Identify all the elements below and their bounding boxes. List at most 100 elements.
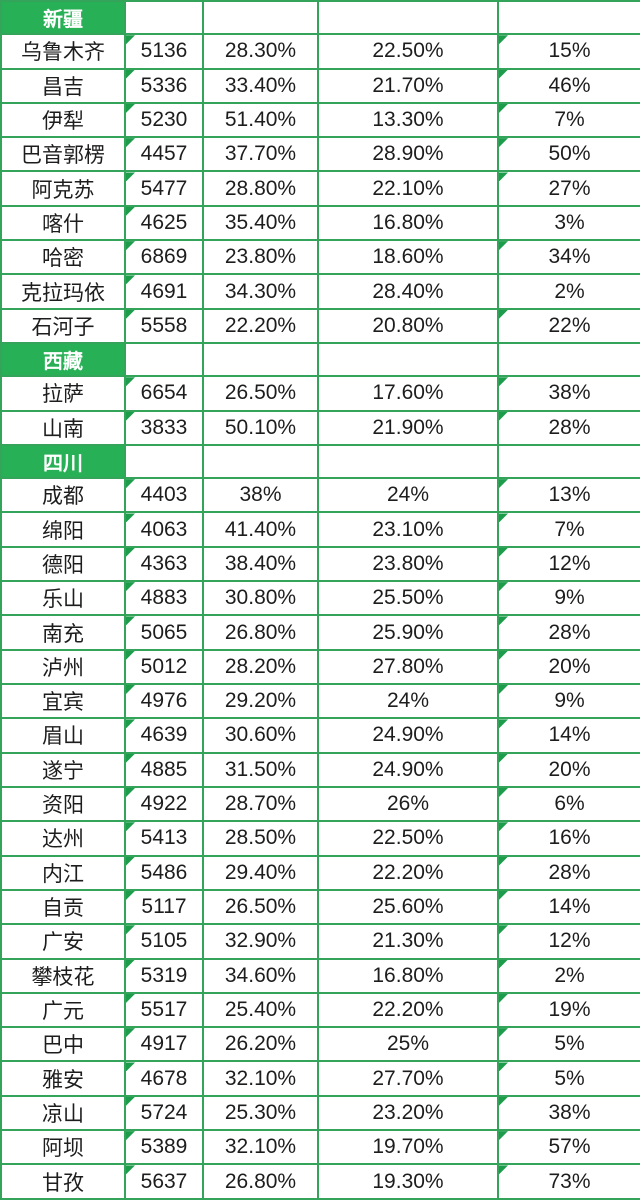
pct2-cell[interactable]: 17.60% bbox=[317, 375, 499, 412]
city-cell[interactable]: 石河子 bbox=[0, 307, 126, 345]
pct2-cell[interactable]: 22.50% bbox=[317, 33, 499, 70]
pct1-cell[interactable]: 26.50% bbox=[202, 375, 319, 412]
city-cell[interactable]: 阿坝 bbox=[0, 1129, 126, 1166]
pct2-cell[interactable]: 23.20% bbox=[317, 1094, 499, 1132]
pct3-cell[interactable]: 20% bbox=[497, 648, 640, 686]
pct2-cell[interactable]: 24.90% bbox=[317, 751, 499, 788]
value-cell[interactable]: 4639 bbox=[124, 717, 204, 754]
city-cell[interactable]: 资阳 bbox=[0, 785, 126, 823]
pct2-cell[interactable]: 16.80% bbox=[317, 957, 499, 994]
city-cell[interactable]: 泸州 bbox=[0, 648, 126, 686]
city-cell[interactable]: 昌吉 bbox=[0, 67, 126, 104]
empty-cell[interactable] bbox=[124, 342, 204, 378]
value-cell[interactable]: 4403 bbox=[124, 477, 204, 514]
city-cell[interactable]: 广安 bbox=[0, 923, 126, 960]
empty-cell[interactable] bbox=[497, 0, 640, 36]
pct3-cell[interactable]: 34% bbox=[497, 239, 640, 276]
pct2-cell[interactable]: 28.90% bbox=[317, 136, 499, 173]
pct3-cell[interactable]: 3% bbox=[497, 204, 640, 242]
pct2-cell[interactable]: 23.10% bbox=[317, 511, 499, 548]
pct1-cell[interactable]: 28.70% bbox=[202, 785, 319, 823]
city-cell[interactable]: 南充 bbox=[0, 614, 126, 651]
pct1-cell[interactable]: 35.40% bbox=[202, 204, 319, 242]
pct1-cell[interactable]: 38% bbox=[202, 477, 319, 514]
value-cell[interactable]: 4063 bbox=[124, 511, 204, 548]
province-header-cell[interactable]: 四川 bbox=[0, 443, 126, 480]
pct2-cell[interactable]: 22.20% bbox=[317, 854, 499, 891]
value-cell[interactable]: 5136 bbox=[124, 33, 204, 70]
pct2-cell[interactable]: 16.80% bbox=[317, 204, 499, 242]
pct2-cell[interactable]: 24.90% bbox=[317, 717, 499, 754]
pct1-cell[interactable]: 28.20% bbox=[202, 648, 319, 686]
pct2-cell[interactable]: 26% bbox=[317, 785, 499, 823]
pct3-cell[interactable]: 6% bbox=[497, 785, 640, 823]
city-cell[interactable]: 喀什 bbox=[0, 204, 126, 242]
pct1-cell[interactable]: 28.80% bbox=[202, 170, 319, 207]
city-cell[interactable]: 眉山 bbox=[0, 717, 126, 754]
value-cell[interactable]: 5413 bbox=[124, 820, 204, 857]
pct3-cell[interactable]: 13% bbox=[497, 477, 640, 514]
value-cell[interactable]: 4678 bbox=[124, 1060, 204, 1097]
pct3-cell[interactable]: 2% bbox=[497, 273, 640, 310]
city-cell[interactable]: 乌鲁木齐 bbox=[0, 33, 126, 70]
pct3-cell[interactable]: 27% bbox=[497, 170, 640, 207]
pct1-cell[interactable]: 31.50% bbox=[202, 751, 319, 788]
pct2-cell[interactable]: 25.90% bbox=[317, 614, 499, 651]
empty-cell[interactable] bbox=[202, 0, 319, 36]
pct3-cell[interactable]: 20% bbox=[497, 751, 640, 788]
pct1-cell[interactable]: 22.20% bbox=[202, 307, 319, 345]
empty-cell[interactable] bbox=[317, 0, 499, 36]
pct3-cell[interactable]: 16% bbox=[497, 820, 640, 857]
pct1-cell[interactable]: 50.10% bbox=[202, 409, 319, 446]
value-cell[interactable]: 5336 bbox=[124, 67, 204, 104]
value-cell[interactable]: 4917 bbox=[124, 1026, 204, 1063]
pct2-cell[interactable]: 28.40% bbox=[317, 273, 499, 310]
empty-cell[interactable] bbox=[124, 443, 204, 480]
city-cell[interactable]: 遂宁 bbox=[0, 751, 126, 788]
city-cell[interactable]: 甘孜 bbox=[0, 1163, 126, 1200]
pct2-cell[interactable]: 13.30% bbox=[317, 101, 499, 139]
pct1-cell[interactable]: 37.70% bbox=[202, 136, 319, 173]
empty-cell[interactable] bbox=[124, 0, 204, 36]
pct1-cell[interactable]: 32.10% bbox=[202, 1129, 319, 1166]
pct3-cell[interactable]: 38% bbox=[497, 1094, 640, 1132]
pct2-cell[interactable]: 27.80% bbox=[317, 648, 499, 686]
pct1-cell[interactable]: 32.90% bbox=[202, 923, 319, 960]
pct2-cell[interactable]: 23.80% bbox=[317, 545, 499, 583]
pct1-cell[interactable]: 30.60% bbox=[202, 717, 319, 754]
pct3-cell[interactable]: 46% bbox=[497, 67, 640, 104]
value-cell[interactable]: 5637 bbox=[124, 1163, 204, 1200]
city-cell[interactable]: 巴音郭楞 bbox=[0, 136, 126, 173]
value-cell[interactable]: 5517 bbox=[124, 991, 204, 1029]
pct3-cell[interactable]: 12% bbox=[497, 923, 640, 960]
pct3-cell[interactable]: 28% bbox=[497, 409, 640, 446]
pct1-cell[interactable]: 23.80% bbox=[202, 239, 319, 276]
value-cell[interactable]: 4883 bbox=[124, 580, 204, 617]
pct2-cell[interactable]: 18.60% bbox=[317, 239, 499, 276]
pct2-cell[interactable]: 21.30% bbox=[317, 923, 499, 960]
value-cell[interactable]: 5230 bbox=[124, 101, 204, 139]
empty-cell[interactable] bbox=[317, 443, 499, 480]
city-cell[interactable]: 攀枝花 bbox=[0, 957, 126, 994]
city-cell[interactable]: 宜宾 bbox=[0, 683, 126, 720]
pct2-cell[interactable]: 22.10% bbox=[317, 170, 499, 207]
pct1-cell[interactable]: 26.20% bbox=[202, 1026, 319, 1063]
value-cell[interactable]: 5065 bbox=[124, 614, 204, 651]
pct1-cell[interactable]: 25.30% bbox=[202, 1094, 319, 1132]
value-cell[interactable]: 6654 bbox=[124, 375, 204, 412]
pct1-cell[interactable]: 28.30% bbox=[202, 33, 319, 70]
pct1-cell[interactable]: 32.10% bbox=[202, 1060, 319, 1097]
pct3-cell[interactable]: 7% bbox=[497, 101, 640, 139]
empty-cell[interactable] bbox=[317, 342, 499, 378]
pct3-cell[interactable]: 22% bbox=[497, 307, 640, 345]
pct1-cell[interactable]: 30.80% bbox=[202, 580, 319, 617]
value-cell[interactable]: 4922 bbox=[124, 785, 204, 823]
value-cell[interactable]: 5012 bbox=[124, 648, 204, 686]
pct3-cell[interactable]: 19% bbox=[497, 991, 640, 1029]
pct3-cell[interactable]: 7% bbox=[497, 511, 640, 548]
city-cell[interactable]: 广元 bbox=[0, 991, 126, 1029]
pct2-cell[interactable]: 25.50% bbox=[317, 580, 499, 617]
pct3-cell[interactable]: 9% bbox=[497, 580, 640, 617]
value-cell[interactable]: 4457 bbox=[124, 136, 204, 173]
pct1-cell[interactable]: 51.40% bbox=[202, 101, 319, 139]
